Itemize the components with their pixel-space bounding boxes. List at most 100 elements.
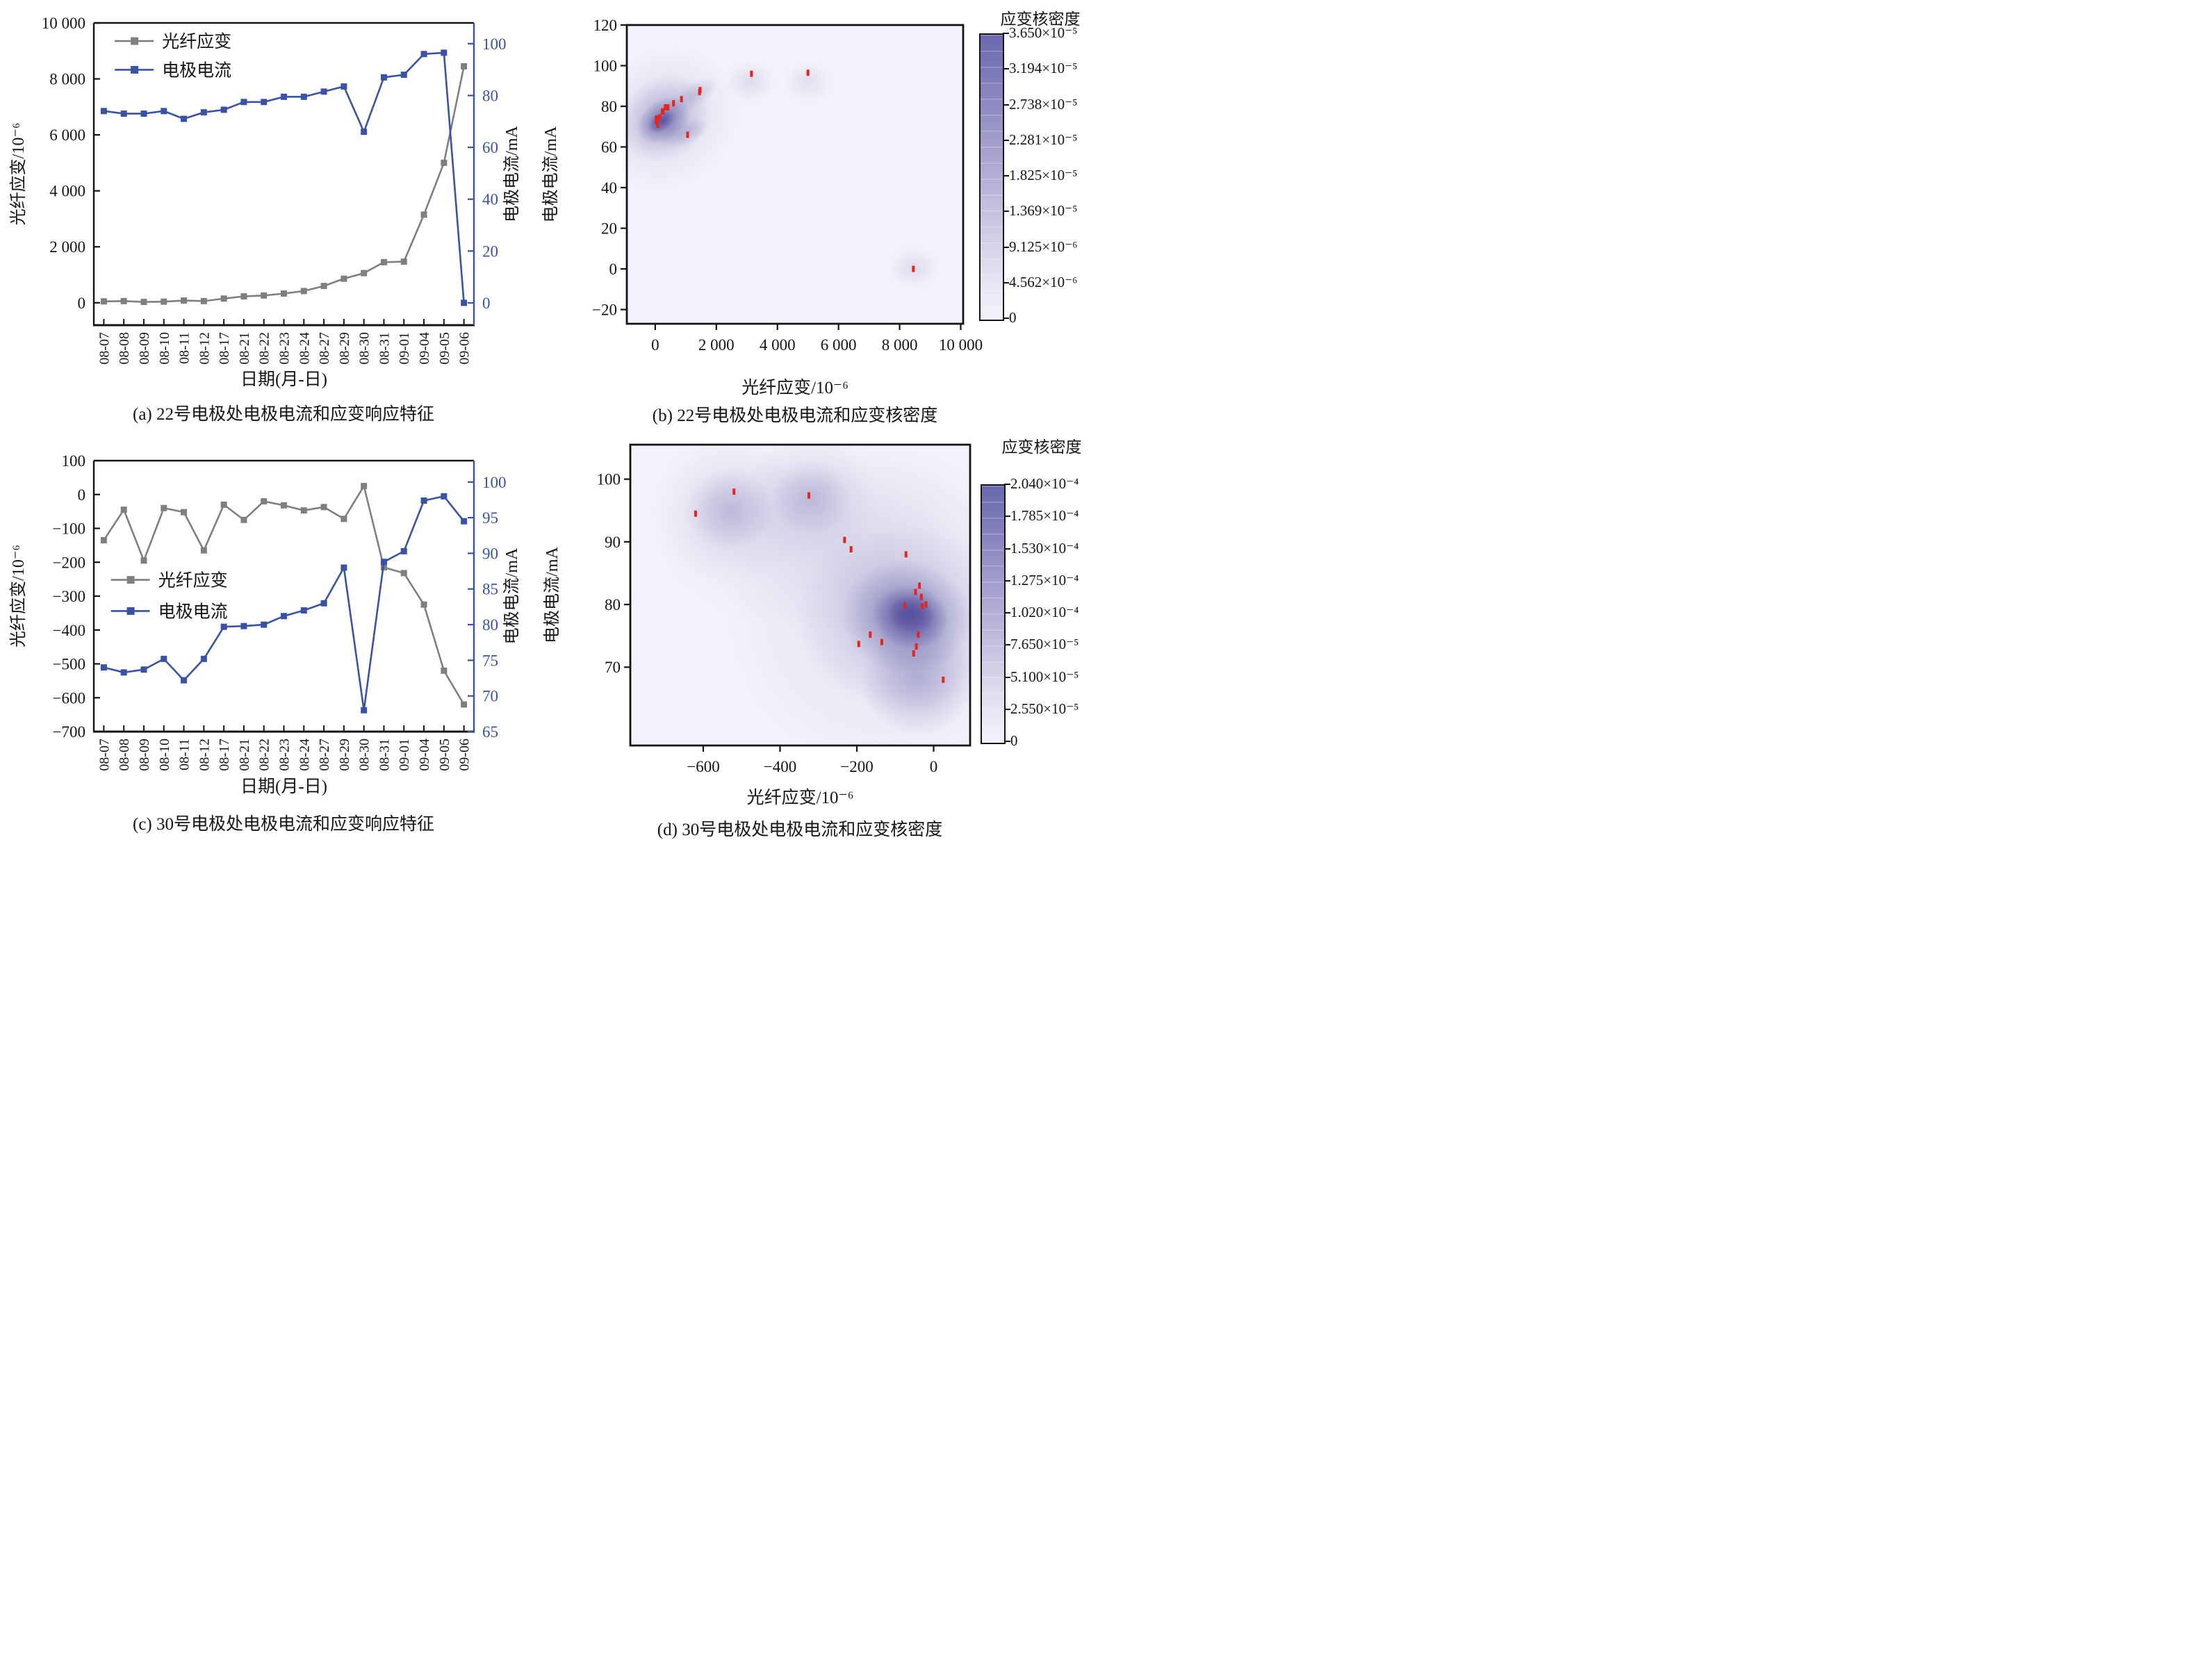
- tick-label: 100: [597, 471, 621, 488]
- colorbar-label: 1.530×10⁻⁴: [1010, 539, 1079, 557]
- tick-label: 4 000: [760, 336, 796, 354]
- series-marker: [200, 297, 207, 304]
- caption-c: (c) 30号电极处电极电流和应变响应特征: [133, 815, 434, 834]
- colorbar-label: 9.125×10⁻⁶: [1009, 238, 1078, 255]
- tick-label: 40: [601, 179, 617, 197]
- date-label: 08-31: [377, 332, 392, 365]
- scatter-point: [914, 588, 917, 595]
- density-blob: [860, 623, 970, 736]
- tick-label: 85: [482, 581, 498, 598]
- tick-label: 120: [593, 17, 618, 34]
- series-marker: [120, 110, 127, 117]
- series-marker: [140, 110, 147, 117]
- series-marker: [400, 258, 407, 265]
- plot-area: 120 100 80 60 40 20 0 −20 0 2 000 4 000 6 000 8 000 1…: [541, 17, 983, 397]
- series-marker: [320, 600, 327, 607]
- plot-box: [625, 24, 965, 325]
- series-line: [104, 66, 465, 303]
- series-marker: [420, 601, 427, 608]
- colorbar-tick: [1004, 516, 1010, 518]
- caption-b: (b) 22号电极处电极电流和应变核密度: [652, 406, 938, 425]
- tick-label: 20: [601, 220, 617, 238]
- colorbar-label: 7.650×10⁻⁵: [1010, 636, 1079, 653]
- colorbar-tick: [1004, 484, 1010, 486]
- legend-marker: [126, 576, 135, 584]
- scatter-points: [655, 69, 915, 272]
- series-strain: [100, 483, 468, 708]
- series-marker: [161, 108, 167, 115]
- colorbar-tick: [1004, 612, 1010, 614]
- colorbar-label: 1.825×10⁻⁵: [1009, 167, 1078, 183]
- tick-label: 10 000: [939, 336, 983, 354]
- tick-label: 20: [482, 242, 498, 260]
- density-blob: [670, 76, 720, 112]
- scatter-point: [807, 492, 810, 499]
- series-marker: [361, 270, 368, 277]
- series-current: [100, 493, 468, 714]
- date-label: 08-09: [137, 332, 152, 365]
- date-label: 08-24: [297, 332, 312, 365]
- kde-chart-electrode-30: 100 90 80 70 −600 −400 −200 0 电极电流/mA 光纤应变/10⁻⁶: [543, 443, 971, 807]
- tick-label: 10 000: [42, 15, 85, 32]
- date-label: 08-10: [157, 739, 172, 771]
- series-marker: [380, 559, 387, 566]
- series-marker: [420, 51, 427, 58]
- caption-a: (a) 22号电极处电极电流和应变响应特征: [133, 405, 434, 424]
- tick-label: 60: [601, 139, 617, 156]
- colorbar-label: 2.281×10⁻⁵: [1009, 131, 1078, 148]
- x-axis: 0 2 000 4 000 6 000 8 000 10 000: [651, 324, 983, 354]
- tick-label: 80: [482, 616, 498, 634]
- series-marker: [181, 509, 188, 516]
- tick-label: 6 000: [821, 336, 857, 354]
- x-axis: 08-07 08-08 08-09 08-10 08-11 08-12 08-17 08-21…: [97, 725, 473, 771]
- date-label: 08-11: [177, 739, 192, 771]
- date-label: 08-29: [337, 739, 352, 771]
- series-marker: [441, 493, 448, 500]
- scatter-point: [698, 87, 702, 94]
- figure-strain-current-panels: 10 000 8 000 6 000 4 000 2 000 0 100 80 60 40 20 0 0…: [0, 0, 1094, 840]
- tick-label: −500: [53, 656, 85, 673]
- series-marker: [181, 297, 188, 304]
- colorbar-gradient: [981, 484, 1006, 744]
- date-label: 08-12: [197, 739, 212, 771]
- scatter-point: [732, 488, 736, 495]
- scatter-point: [942, 676, 945, 683]
- series-marker: [220, 295, 227, 302]
- tick-label: 2 000: [698, 336, 735, 354]
- series-current: [100, 49, 468, 306]
- series-marker: [261, 292, 268, 299]
- series-marker: [461, 63, 468, 69]
- density-blob: [784, 61, 832, 103]
- scatter-point: [912, 265, 915, 272]
- series-marker: [200, 547, 207, 554]
- colorbar-title-d: 应变核密度: [1001, 438, 1082, 456]
- scatter-point: [849, 546, 853, 553]
- plot-area: 100 0 −100 −200 −300 −400 −500 −600 −700 100 95 90 8…: [9, 452, 521, 796]
- date-label: 09-06: [457, 739, 473, 771]
- scatter-point: [666, 104, 670, 110]
- tick-label: 4 000: [49, 183, 85, 200]
- y-axis-title-right: 电极电流/mA: [502, 126, 521, 222]
- series-marker: [320, 88, 327, 95]
- series-marker: [161, 655, 167, 662]
- date-label: 08-07: [97, 739, 112, 771]
- scatter-point: [924, 601, 928, 608]
- colorbar-tick: [1003, 139, 1009, 141]
- y-axis-title-right: 电极电流/mA: [502, 547, 521, 644]
- series-marker: [100, 537, 107, 544]
- series-marker: [420, 211, 427, 218]
- caption-d: (d) 30号电极处电极电流和应变核密度: [657, 821, 943, 839]
- y-axis-title: 电极电流/mA: [541, 126, 560, 222]
- series-marker: [281, 613, 287, 620]
- y-axis-right: 100 95 90 85 80 75 70 65: [468, 474, 507, 741]
- scatter-point: [880, 639, 883, 645]
- colorbar-tick: [1003, 104, 1009, 106]
- series-marker: [100, 298, 107, 305]
- tick-label: 70: [482, 688, 498, 705]
- tick-label: 100: [482, 35, 507, 53]
- series-marker: [300, 507, 307, 514]
- colorbar-gradient: [979, 33, 1004, 321]
